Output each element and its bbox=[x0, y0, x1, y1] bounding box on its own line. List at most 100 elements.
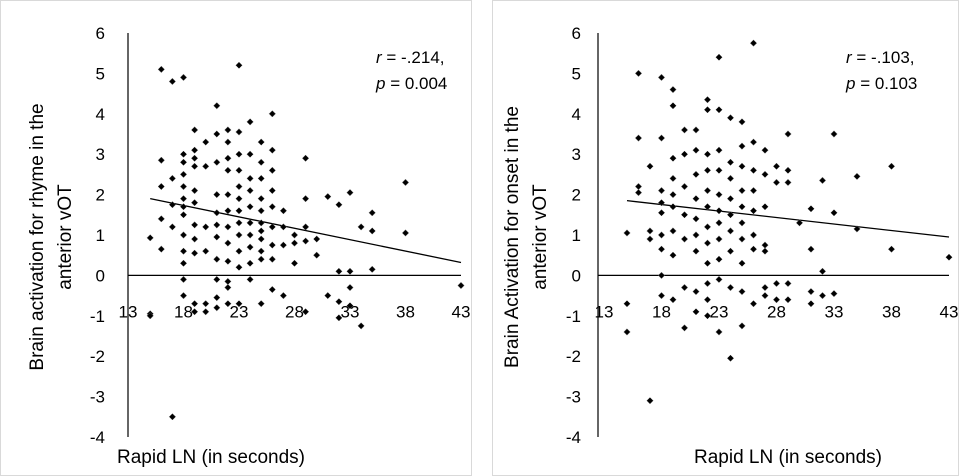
data-point bbox=[715, 106, 723, 114]
data-point bbox=[246, 150, 254, 158]
data-point bbox=[657, 231, 666, 239]
data-point bbox=[235, 231, 243, 239]
data-point bbox=[749, 245, 758, 253]
data-point bbox=[726, 195, 735, 203]
data-point bbox=[715, 166, 723, 174]
data-point bbox=[726, 211, 735, 219]
data-point bbox=[302, 154, 310, 162]
data-point bbox=[213, 209, 221, 217]
data-point bbox=[302, 237, 310, 245]
data-point bbox=[179, 231, 188, 239]
y-tick-label: 4 bbox=[96, 105, 105, 124]
data-point bbox=[168, 201, 176, 209]
data-point bbox=[715, 235, 723, 243]
data-point bbox=[887, 245, 896, 253]
data-point bbox=[279, 292, 287, 300]
data-point bbox=[401, 178, 410, 187]
data-point bbox=[726, 174, 735, 182]
data-point bbox=[335, 267, 343, 275]
data-point bbox=[213, 130, 221, 138]
stat-symbol: r bbox=[376, 48, 383, 67]
data-point bbox=[213, 304, 221, 312]
data-point bbox=[179, 292, 188, 300]
data-point bbox=[784, 130, 792, 138]
x-tick-label: 33 bbox=[341, 302, 360, 321]
data-point bbox=[703, 150, 712, 158]
y-tick-label: 2 bbox=[96, 186, 105, 205]
x-tick-label: 23 bbox=[710, 302, 729, 321]
data-point bbox=[213, 158, 221, 166]
data-point bbox=[680, 235, 689, 243]
data-point bbox=[224, 138, 232, 146]
data-point bbox=[213, 221, 221, 229]
x-tick-label: 28 bbox=[767, 302, 786, 321]
data-point bbox=[368, 209, 376, 217]
data-point bbox=[692, 215, 700, 223]
data-point bbox=[290, 231, 299, 239]
data-point bbox=[401, 229, 410, 237]
data-point bbox=[235, 182, 243, 191]
data-point bbox=[224, 257, 232, 265]
data-point bbox=[179, 195, 188, 203]
stat-p-annotation: p = 0.004 bbox=[375, 74, 447, 93]
y-axis-title-line: Brain activation for rhyme in the bbox=[27, 103, 48, 370]
data-point bbox=[646, 162, 654, 170]
data-point bbox=[738, 288, 746, 296]
data-point bbox=[646, 227, 654, 235]
data-point bbox=[703, 96, 712, 104]
stat-symbol: p bbox=[375, 74, 385, 93]
data-point bbox=[657, 199, 666, 207]
stat-symbol: p bbox=[845, 74, 855, 93]
stat-value: = 0.004 bbox=[385, 74, 447, 93]
data-point bbox=[257, 138, 265, 146]
data-point bbox=[257, 227, 265, 235]
data-point bbox=[692, 247, 700, 255]
data-point bbox=[179, 211, 188, 219]
data-point bbox=[213, 294, 221, 302]
data-point bbox=[179, 158, 188, 166]
data-point bbox=[692, 146, 700, 154]
x-tick-label: 13 bbox=[119, 302, 138, 321]
data-point bbox=[784, 279, 792, 288]
y-tick-label: -2 bbox=[566, 347, 581, 366]
data-point bbox=[749, 300, 758, 308]
data-point bbox=[761, 241, 769, 249]
data-point bbox=[669, 191, 677, 199]
data-point bbox=[191, 126, 199, 134]
data-point bbox=[202, 247, 210, 255]
data-point bbox=[157, 65, 165, 73]
data-point bbox=[657, 271, 666, 279]
data-point bbox=[246, 174, 254, 182]
x-tick-label: 28 bbox=[285, 302, 304, 321]
data-point bbox=[179, 150, 188, 158]
data-point bbox=[738, 259, 746, 267]
data-point bbox=[235, 207, 243, 215]
data-point bbox=[279, 207, 287, 215]
data-point bbox=[268, 255, 276, 263]
data-point bbox=[669, 154, 677, 162]
data-point bbox=[268, 146, 276, 154]
y-tick-label: 3 bbox=[96, 145, 105, 164]
data-point bbox=[738, 118, 746, 126]
data-point bbox=[715, 191, 723, 199]
data-point bbox=[669, 251, 677, 259]
data-point bbox=[680, 182, 689, 191]
data-point bbox=[692, 195, 700, 203]
data-point bbox=[703, 187, 712, 195]
data-point bbox=[715, 275, 723, 283]
data-point bbox=[634, 69, 643, 77]
y-tick-label: -3 bbox=[566, 388, 581, 407]
y-tick-label: -1 bbox=[90, 307, 105, 326]
data-point bbox=[191, 221, 199, 229]
data-point bbox=[623, 300, 631, 308]
data-point bbox=[703, 239, 712, 247]
data-point bbox=[749, 166, 758, 174]
data-point bbox=[726, 283, 735, 292]
data-point bbox=[749, 39, 758, 47]
data-point bbox=[168, 223, 176, 231]
data-point bbox=[146, 312, 154, 320]
data-point bbox=[302, 223, 310, 231]
data-point bbox=[761, 170, 769, 178]
data-point bbox=[235, 150, 243, 158]
x-axis-title: Rapid LN (in seconds) bbox=[117, 447, 305, 468]
